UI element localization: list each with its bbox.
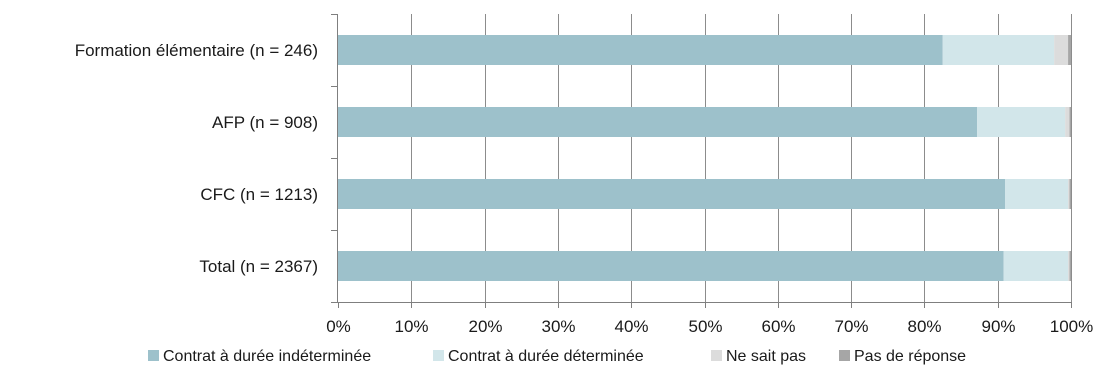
bar-segment <box>338 179 1006 209</box>
x-tick-label: 90% <box>981 317 1015 336</box>
bar-segment <box>1068 251 1070 281</box>
bar-segment <box>977 107 1066 137</box>
x-tick-label: 100% <box>1050 317 1093 336</box>
category-label: Formation élémentaire (n = 246) <box>75 41 318 60</box>
legend-swatch <box>711 350 722 361</box>
bar-segment <box>338 107 978 137</box>
legend-label: Pas de réponse <box>854 348 966 365</box>
x-tick-label: 80% <box>907 317 941 336</box>
bar-segment <box>1054 35 1069 65</box>
legend-swatch <box>839 350 850 361</box>
legend-label: Ne sait pas <box>726 348 806 365</box>
category-label: Total (n = 2367) <box>199 257 318 276</box>
bar-segment <box>1005 179 1069 209</box>
bar-segment <box>1003 251 1069 281</box>
bar-segment <box>942 35 1055 65</box>
x-tick-label: 20% <box>468 317 502 336</box>
legend-label: Contrat à durée indéterminée <box>163 348 371 365</box>
category-label: CFC (n = 1213) <box>200 185 318 204</box>
x-tick-label: 60% <box>761 317 795 336</box>
bar-segment <box>338 35 943 65</box>
x-tick-label: 0% <box>326 317 351 336</box>
bar-segment <box>1068 179 1070 209</box>
x-tick-label: 50% <box>688 317 722 336</box>
bar-segment <box>1069 179 1071 209</box>
x-tick-label: 70% <box>834 317 868 336</box>
x-tick-label: 30% <box>541 317 575 336</box>
x-tick-label: 40% <box>614 317 648 336</box>
bar-segment <box>1065 107 1070 137</box>
category-label: AFP (n = 908) <box>212 113 318 132</box>
bar-segment <box>1068 35 1071 65</box>
bar-segment <box>1069 251 1071 281</box>
legend-label: Contrat à durée déterminée <box>448 348 644 365</box>
bar-segment <box>338 251 1004 281</box>
x-tick-label: 10% <box>394 317 428 336</box>
bar-segment <box>1069 107 1071 137</box>
legend-swatch <box>433 350 444 361</box>
legend-swatch <box>148 350 159 361</box>
